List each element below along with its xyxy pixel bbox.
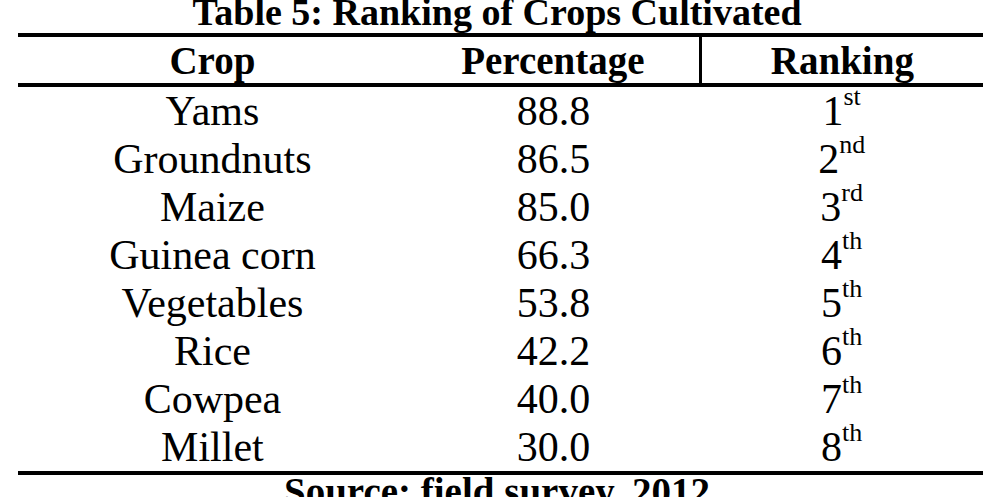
ordinal-suffix: th xyxy=(842,274,862,303)
table-row: Guinea corn 66.3 4th xyxy=(18,231,983,279)
percentage-cell: 30.0 xyxy=(407,423,700,473)
rank-number: 6 xyxy=(821,328,842,374)
ranking-cell: 4th xyxy=(700,231,983,279)
ordinal-suffix: rd xyxy=(841,178,863,207)
crop-cell: Guinea corn xyxy=(18,231,407,279)
ranking-cell: 5th xyxy=(700,279,983,327)
ranking-cell: 3rd xyxy=(700,183,983,231)
ranking-cell: 7th xyxy=(700,375,983,423)
rank-number: 7 xyxy=(821,376,842,422)
percentage-cell: 88.8 xyxy=(407,85,700,135)
rank-number: 5 xyxy=(821,280,842,326)
crop-cell: Rice xyxy=(18,327,407,375)
table-row: Yams 88.8 1st xyxy=(18,85,983,135)
crops-table: Crop Percentage Ranking Yams 88.8 1st Gr… xyxy=(18,33,983,475)
percentage-cell: 86.5 xyxy=(407,135,700,183)
header-row: Crop Percentage Ranking xyxy=(18,35,983,85)
table-row: Cowpea 40.0 7th xyxy=(18,375,983,423)
table-row: Groundnuts 86.5 2nd xyxy=(18,135,983,183)
percentage-cell: 42.2 xyxy=(407,327,700,375)
rank-number: 2 xyxy=(818,136,839,182)
ranking-cell: 2nd xyxy=(700,135,983,183)
crop-cell: Maize xyxy=(18,183,407,231)
percentage-cell: 40.0 xyxy=(407,375,700,423)
percentage-cell: 53.8 xyxy=(407,279,700,327)
ordinal-suffix: th xyxy=(842,226,862,255)
ordinal-suffix: th xyxy=(842,370,862,399)
table-row: Millet 30.0 8th xyxy=(18,423,983,473)
ordinal-suffix: nd xyxy=(839,130,865,159)
table-row: Vegetables 53.8 5th xyxy=(18,279,983,327)
percentage-cell: 66.3 xyxy=(407,231,700,279)
paper-table-page: Table 5: Ranking of Crops Cultivated Cro… xyxy=(0,0,994,497)
ranking-cell: 6th xyxy=(700,327,983,375)
ordinal-suffix: st xyxy=(843,82,860,111)
column-header-percentage: Percentage xyxy=(407,35,700,85)
source-note: Source: field survey, 2012 xyxy=(0,470,994,497)
crop-cell: Groundnuts xyxy=(18,135,407,183)
crop-cell: Yams xyxy=(18,85,407,135)
ordinal-suffix: th xyxy=(842,322,862,351)
percentage-cell: 85.0 xyxy=(407,183,700,231)
rank-number: 4 xyxy=(821,232,842,278)
ordinal-suffix: th xyxy=(842,418,862,447)
table-title: Table 5: Ranking of Crops Cultivated xyxy=(0,0,994,31)
ranking-cell: 1st xyxy=(700,85,983,135)
column-header-ranking: Ranking xyxy=(700,35,983,85)
table-row: Maize 85.0 3rd xyxy=(18,183,983,231)
crop-cell: Vegetables xyxy=(18,279,407,327)
rank-number: 1 xyxy=(822,88,843,134)
crop-cell: Cowpea xyxy=(18,375,407,423)
ranking-cell: 8th xyxy=(700,423,983,473)
rank-number: 3 xyxy=(820,184,841,230)
column-header-crop: Crop xyxy=(18,35,407,85)
table-row: Rice 42.2 6th xyxy=(18,327,983,375)
crop-cell: Millet xyxy=(18,423,407,473)
rank-number: 8 xyxy=(821,424,842,470)
